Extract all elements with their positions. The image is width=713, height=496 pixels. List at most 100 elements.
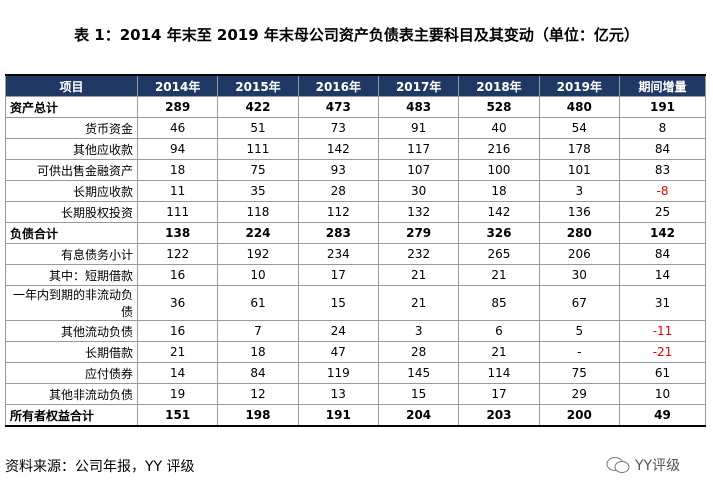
value-cell: 3 [377,320,460,342]
value-cell: 21 [458,341,540,363]
value-cell: -8 [619,180,706,202]
value-cell: 21 [136,341,219,363]
row-label: 长期借款 [5,341,138,363]
value-cell: 326 [458,222,540,244]
row-label: 其中：短期借款 [5,264,138,286]
value-cell: 283 [297,222,379,244]
row-label: 所有者权益合计 [5,404,138,427]
value-cell: 142 [458,201,540,223]
header-cell: 2015年 [217,74,299,97]
balance-table: 项目 2014年 2015年 2016年 2017年 2018年 2019年 期间增量 资产总… [5,74,706,427]
value-cell: 265 [458,243,540,265]
value-cell: 54 [538,117,621,139]
value-cell: 200 [538,404,621,427]
value-cell: 101 [538,159,621,181]
table-row: 货币资金 46 51 73 91 40 54 8 [5,117,706,139]
table-row: 其他流动负债 16 7 24 3 6 5 -11 [5,320,706,342]
row-label: 有息债务小计 [5,243,138,265]
value-cell: 136 [538,201,621,223]
row-label: 其他非流动负债 [5,383,138,405]
value-cell: 15 [377,383,460,405]
value-cell: 84 [619,243,706,265]
value-cell: 480 [538,96,621,118]
value-cell: 75 [217,159,299,181]
value-cell: 49 [619,404,706,427]
value-cell: 11 [136,180,219,202]
value-cell: 13 [297,383,379,405]
header-cell: 2014年 [136,74,219,97]
value-cell: 114 [458,362,540,384]
value-cell: 16 [136,320,219,342]
header-cell: 期间增量 [619,74,706,97]
value-cell: 279 [377,222,460,244]
value-cell: 6 [458,320,540,342]
value-cell: 483 [377,96,460,118]
value-cell: 84 [217,362,299,384]
value-cell: 8 [619,117,706,139]
table-row: 其他非流动负债 19 12 13 15 17 29 10 [5,383,706,405]
table-row: 一年内到期的非流动负债 36 61 15 21 85 67 31 [5,285,706,321]
value-cell: 107 [377,159,460,181]
watermark-text: YY评级 [635,458,681,474]
value-cell: 216 [458,138,540,160]
table-row: 资产总计 289 422 473 483 528 480 191 [5,96,706,118]
value-cell: 132 [377,201,460,223]
header-cell: 2018年 [458,74,540,97]
value-cell: 21 [377,264,460,286]
value-cell: 40 [458,117,540,139]
value-cell: 47 [297,341,379,363]
value-cell: 25 [619,201,706,223]
row-label: 长期应收款 [5,180,138,202]
value-cell: 61 [217,285,299,321]
row-label: 其他流动负债 [5,320,138,342]
table-row: 有息债务小计 122 192 234 232 265 206 84 [5,243,706,265]
value-cell: 14 [136,362,219,384]
header-cell: 2019年 [538,74,621,97]
value-cell: 192 [217,243,299,265]
header-cell: 2016年 [297,74,379,97]
value-cell: 203 [458,404,540,427]
row-label: 长期股权投资 [5,201,138,223]
value-cell: -21 [619,341,706,363]
value-cell: 117 [377,138,460,160]
value-cell: 5 [538,320,621,342]
value-cell: 178 [538,138,621,160]
value-cell: 73 [297,117,379,139]
value-cell: 473 [297,96,379,118]
value-cell: 18 [458,180,540,202]
row-label: 其他应收款 [5,138,138,160]
table-row: 长期股权投资 111 118 112 132 142 136 25 [5,201,706,223]
value-cell: 100 [458,159,540,181]
value-cell: 31 [619,285,706,321]
value-cell: 83 [619,159,706,181]
value-cell: 18 [136,159,219,181]
header-cell: 项目 [5,74,138,97]
value-cell: 61 [619,362,706,384]
value-cell: 93 [297,159,379,181]
value-cell: 75 [538,362,621,384]
value-cell: 30 [538,264,621,286]
value-cell: 18 [217,341,299,363]
value-cell: 528 [458,96,540,118]
value-cell: 91 [377,117,460,139]
value-cell: -11 [619,320,706,342]
source-note: 资料来源：公司年报，YY 评级 [5,459,195,475]
row-label: 货币资金 [5,117,138,139]
table-row: 长期借款 21 18 47 28 21- -21 [5,341,706,363]
wechat-icon [606,457,630,473]
value-cell: 21 [377,285,460,321]
value-cell: 85 [458,285,540,321]
value-cell: 10 [619,383,706,405]
value-cell: 15 [297,285,379,321]
value-cell: 28 [297,180,379,202]
table-row: 长期应收款 11 35 28 30 18 3 -8 [5,180,706,202]
value-cell: 206 [538,243,621,265]
value-cell: 51 [217,117,299,139]
value-cell: 12 [217,383,299,405]
table-row: 其他应收款 94 111 142 117 216 178 84 [5,138,706,160]
value-cell: 191 [297,404,379,427]
value-cell: 232 [377,243,460,265]
table-row: 所有者权益合计 151 198 191 204 203 200 49 [5,404,706,427]
value-cell: 29 [538,383,621,405]
value-cell: 14 [619,264,706,286]
